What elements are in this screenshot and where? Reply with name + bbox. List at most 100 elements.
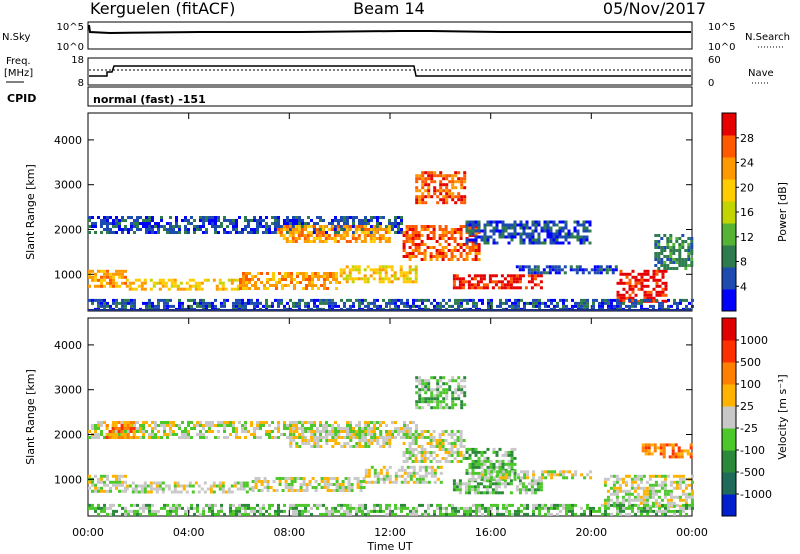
heatmap-cell: [411, 252, 415, 255]
heatmap-cell: [647, 446, 651, 450]
heatmap-cell: [525, 226, 529, 230]
heatmap-cell: [664, 299, 668, 303]
power-ytick-label: 2000: [54, 224, 82, 237]
heatmap-cell: [601, 304, 604, 308]
heatmap-cell: [546, 223, 550, 227]
heatmap-cell: [292, 430, 296, 433]
heatmap-cell: [448, 379, 452, 383]
heatmap-cell: [685, 512, 688, 516]
heatmap-cell: [329, 489, 333, 492]
heatmap-cell: [510, 465, 514, 469]
heatmap-cell: [553, 470, 557, 474]
heatmap-cell: [417, 445, 421, 448]
heatmap-cell: [190, 222, 193, 225]
heatmap-cell: [205, 304, 208, 308]
heatmap-cell: [289, 445, 293, 448]
heatmap-cell: [294, 231, 298, 234]
heatmap-cell: [459, 454, 463, 457]
heatmap-cell: [568, 506, 571, 510]
heatmap-cell: [349, 509, 352, 513]
heatmap-cell: [684, 258, 688, 261]
heatmap-cell: [343, 216, 346, 219]
heatmap-cell: [188, 278, 192, 282]
heatmap-cell: [169, 228, 172, 231]
heatmap-cell: [435, 252, 439, 255]
heatmap-cell: [408, 457, 412, 460]
heatmap-cell: [574, 304, 577, 308]
heatmap-cell: [277, 225, 280, 228]
heatmap-cell: [103, 275, 106, 279]
heatmap-cell: [115, 304, 118, 308]
heatmap-cell: [415, 177, 419, 181]
heatmap-cell: [441, 249, 445, 252]
heatmap-cell: [432, 439, 436, 442]
heatmap-cell: [238, 216, 241, 219]
colorbar-segment: [722, 135, 736, 158]
heatmap-cell: [331, 436, 335, 439]
heatmap-cell: [408, 454, 412, 457]
heatmap-cell: [338, 483, 342, 486]
heatmap-cell: [637, 299, 641, 303]
heatmap-cell: [229, 424, 232, 427]
heatmap-cell: [109, 304, 112, 308]
heatmap-cell: [463, 195, 467, 199]
heatmap-cell: [483, 241, 487, 245]
heatmap-cell: [265, 231, 268, 234]
heatmap-cell: [352, 433, 356, 436]
heatmap-cell: [532, 304, 535, 308]
heatmap-cell: [251, 275, 254, 278]
heatmap-cell: [169, 222, 172, 225]
heatmap-cell: [510, 226, 514, 230]
heatmap-cell: [292, 304, 295, 308]
heatmap-cell: [300, 231, 304, 234]
heatmap-cell: [654, 483, 658, 487]
heatmap-cell: [430, 376, 434, 380]
heatmap-cell: [308, 284, 311, 287]
heatmap-cell: [504, 453, 508, 457]
heatmap-cell: [528, 232, 532, 236]
heatmap-cell: [382, 421, 385, 424]
heatmap-cell: [94, 436, 97, 439]
heatmap-cell: [302, 480, 306, 483]
heatmap-cell: [384, 240, 388, 243]
heatmap-cell: [326, 477, 330, 480]
heatmap-cell: [470, 286, 474, 290]
heatmap-cell: [133, 304, 136, 308]
heatmap-cell: [106, 222, 109, 225]
heatmap-cell: [531, 232, 535, 236]
heatmap-cell: [199, 430, 202, 433]
heatmap-cell: [612, 480, 616, 484]
heatmap-cell: [681, 246, 685, 249]
heatmap-cell: [175, 231, 178, 234]
heatmap-cell: [187, 430, 190, 433]
heatmap-cell: [645, 498, 649, 502]
heatmap-cell: [631, 503, 634, 507]
heatmap-cell: [526, 476, 530, 480]
heatmap-cell: [448, 388, 452, 392]
heatmap-cell: [655, 293, 659, 297]
heatmap-cell: [403, 480, 407, 484]
heatmap-cell: [648, 495, 652, 499]
heatmap-cell: [526, 473, 530, 477]
heatmap-cell: [508, 304, 511, 308]
heatmap-cell: [323, 284, 326, 287]
heatmap-cell: [224, 490, 228, 494]
heatmap-cell: [366, 280, 370, 284]
heatmap-cell: [284, 272, 287, 275]
heatmap-cell: [424, 379, 428, 383]
heatmap-cell: [450, 252, 454, 255]
heatmap-cell: [562, 503, 565, 507]
heatmap-cell: [457, 171, 461, 175]
heatmap-cell: [676, 503, 679, 507]
heatmap-cell: [583, 476, 587, 480]
heatmap-cell: [415, 195, 419, 199]
heatmap-cell: [259, 421, 262, 424]
heatmap-cell: [654, 240, 658, 243]
heatmap-cell: [642, 474, 646, 478]
heatmap-cell: [661, 275, 665, 279]
heatmap-cell: [691, 298, 694, 302]
heatmap-cell: [342, 225, 346, 228]
heatmap-cell: [477, 235, 481, 239]
heatmap-cell: [164, 284, 168, 288]
heatmap-cell: [313, 503, 316, 507]
